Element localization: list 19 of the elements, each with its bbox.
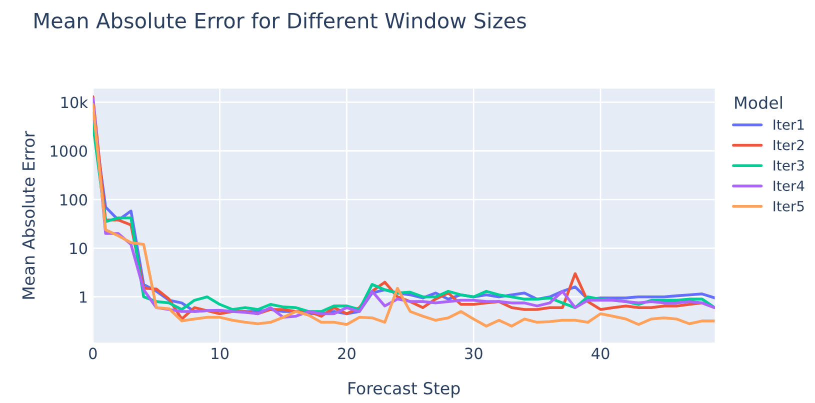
legend-label: Iter1 bbox=[774, 120, 804, 130]
x-tick-label: 10 bbox=[212, 348, 229, 360]
x-tick-label: 30 bbox=[465, 348, 482, 360]
x-tick-label: 0 bbox=[89, 348, 97, 360]
x-axis-title: Forecast Step bbox=[348, 382, 460, 398]
y-tick-label: 1000 bbox=[50, 145, 88, 157]
legend-label: Iter3 bbox=[774, 160, 804, 171]
legend-title: Model bbox=[735, 96, 782, 109]
y-tick-label: 1 bbox=[80, 292, 87, 303]
x-tick-label: 20 bbox=[338, 348, 356, 360]
y-axis-title: Mean Absolute Error bbox=[22, 130, 35, 299]
legend-label: Iter2 bbox=[774, 140, 804, 150]
legend-label: Iter5 bbox=[774, 201, 804, 212]
y-tick-label: 10 bbox=[70, 242, 88, 254]
legend-label: Iter4 bbox=[774, 180, 804, 192]
y-tick-label: 10k bbox=[61, 96, 88, 108]
x-tick-label: 40 bbox=[592, 348, 610, 360]
y-tick-label: 100 bbox=[60, 194, 88, 206]
chart-title: Mean Absolute Error for Different Window Sizes bbox=[34, 12, 526, 29]
